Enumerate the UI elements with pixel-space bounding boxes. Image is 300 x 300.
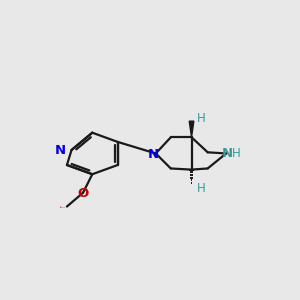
Text: O: O: [77, 187, 89, 200]
Text: N: N: [148, 148, 159, 161]
Text: H: H: [196, 182, 205, 195]
Text: H: H: [196, 112, 205, 125]
Polygon shape: [189, 121, 194, 137]
Text: methoxy: methoxy: [60, 207, 67, 208]
Text: N: N: [222, 147, 233, 160]
Text: H: H: [232, 147, 241, 160]
Text: O: O: [59, 206, 61, 207]
Text: N: N: [55, 143, 66, 157]
